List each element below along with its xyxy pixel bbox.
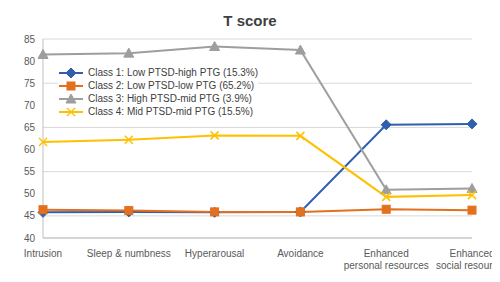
svg-text:55: 55 <box>24 166 36 177</box>
svg-text:60: 60 <box>24 144 36 155</box>
html-text:T score: T score <box>223 12 277 29</box>
svg-text:Avoidance: Avoidance <box>277 248 324 259</box>
svg-text:85: 85 <box>24 34 36 45</box>
html-text:Class 1: Low PTSD-high PTG (15: Class 1: Low PTSD-high PTG (15.3%) <box>88 67 259 78</box>
svg-text:Enhancedsocial resources: Enhancedsocial resources <box>436 248 492 271</box>
svg-text:Sleep & numbness: Sleep & numbness <box>87 248 171 259</box>
html-text:Class 3: High PTSD-mid PTG (3.: Class 3: High PTSD-mid PTG (3.9%) <box>88 93 252 104</box>
svg-text:Intrusion: Intrusion <box>24 248 62 259</box>
svg-text:65: 65 <box>24 122 36 133</box>
svg-text:50: 50 <box>24 188 36 199</box>
svg-text:80: 80 <box>24 56 36 67</box>
svg-text:45: 45 <box>24 210 36 221</box>
svg-text:Hyperarousal: Hyperarousal <box>185 248 244 259</box>
html-text:Class 2: Low PTSD-low PTG (65.: Class 2: Low PTSD-low PTG (65.2%) <box>88 80 255 91</box>
svg-text:70: 70 <box>24 100 36 111</box>
html-text:Class 4: Mid PTSD-mid PTG (15.: Class 4: Mid PTSD-mid PTG (15.5%) <box>88 106 253 117</box>
svg-text:75: 75 <box>24 78 36 89</box>
svg-text:40: 40 <box>24 233 36 244</box>
svg-text:Enhancedpersonal resources: Enhancedpersonal resources <box>344 248 429 271</box>
